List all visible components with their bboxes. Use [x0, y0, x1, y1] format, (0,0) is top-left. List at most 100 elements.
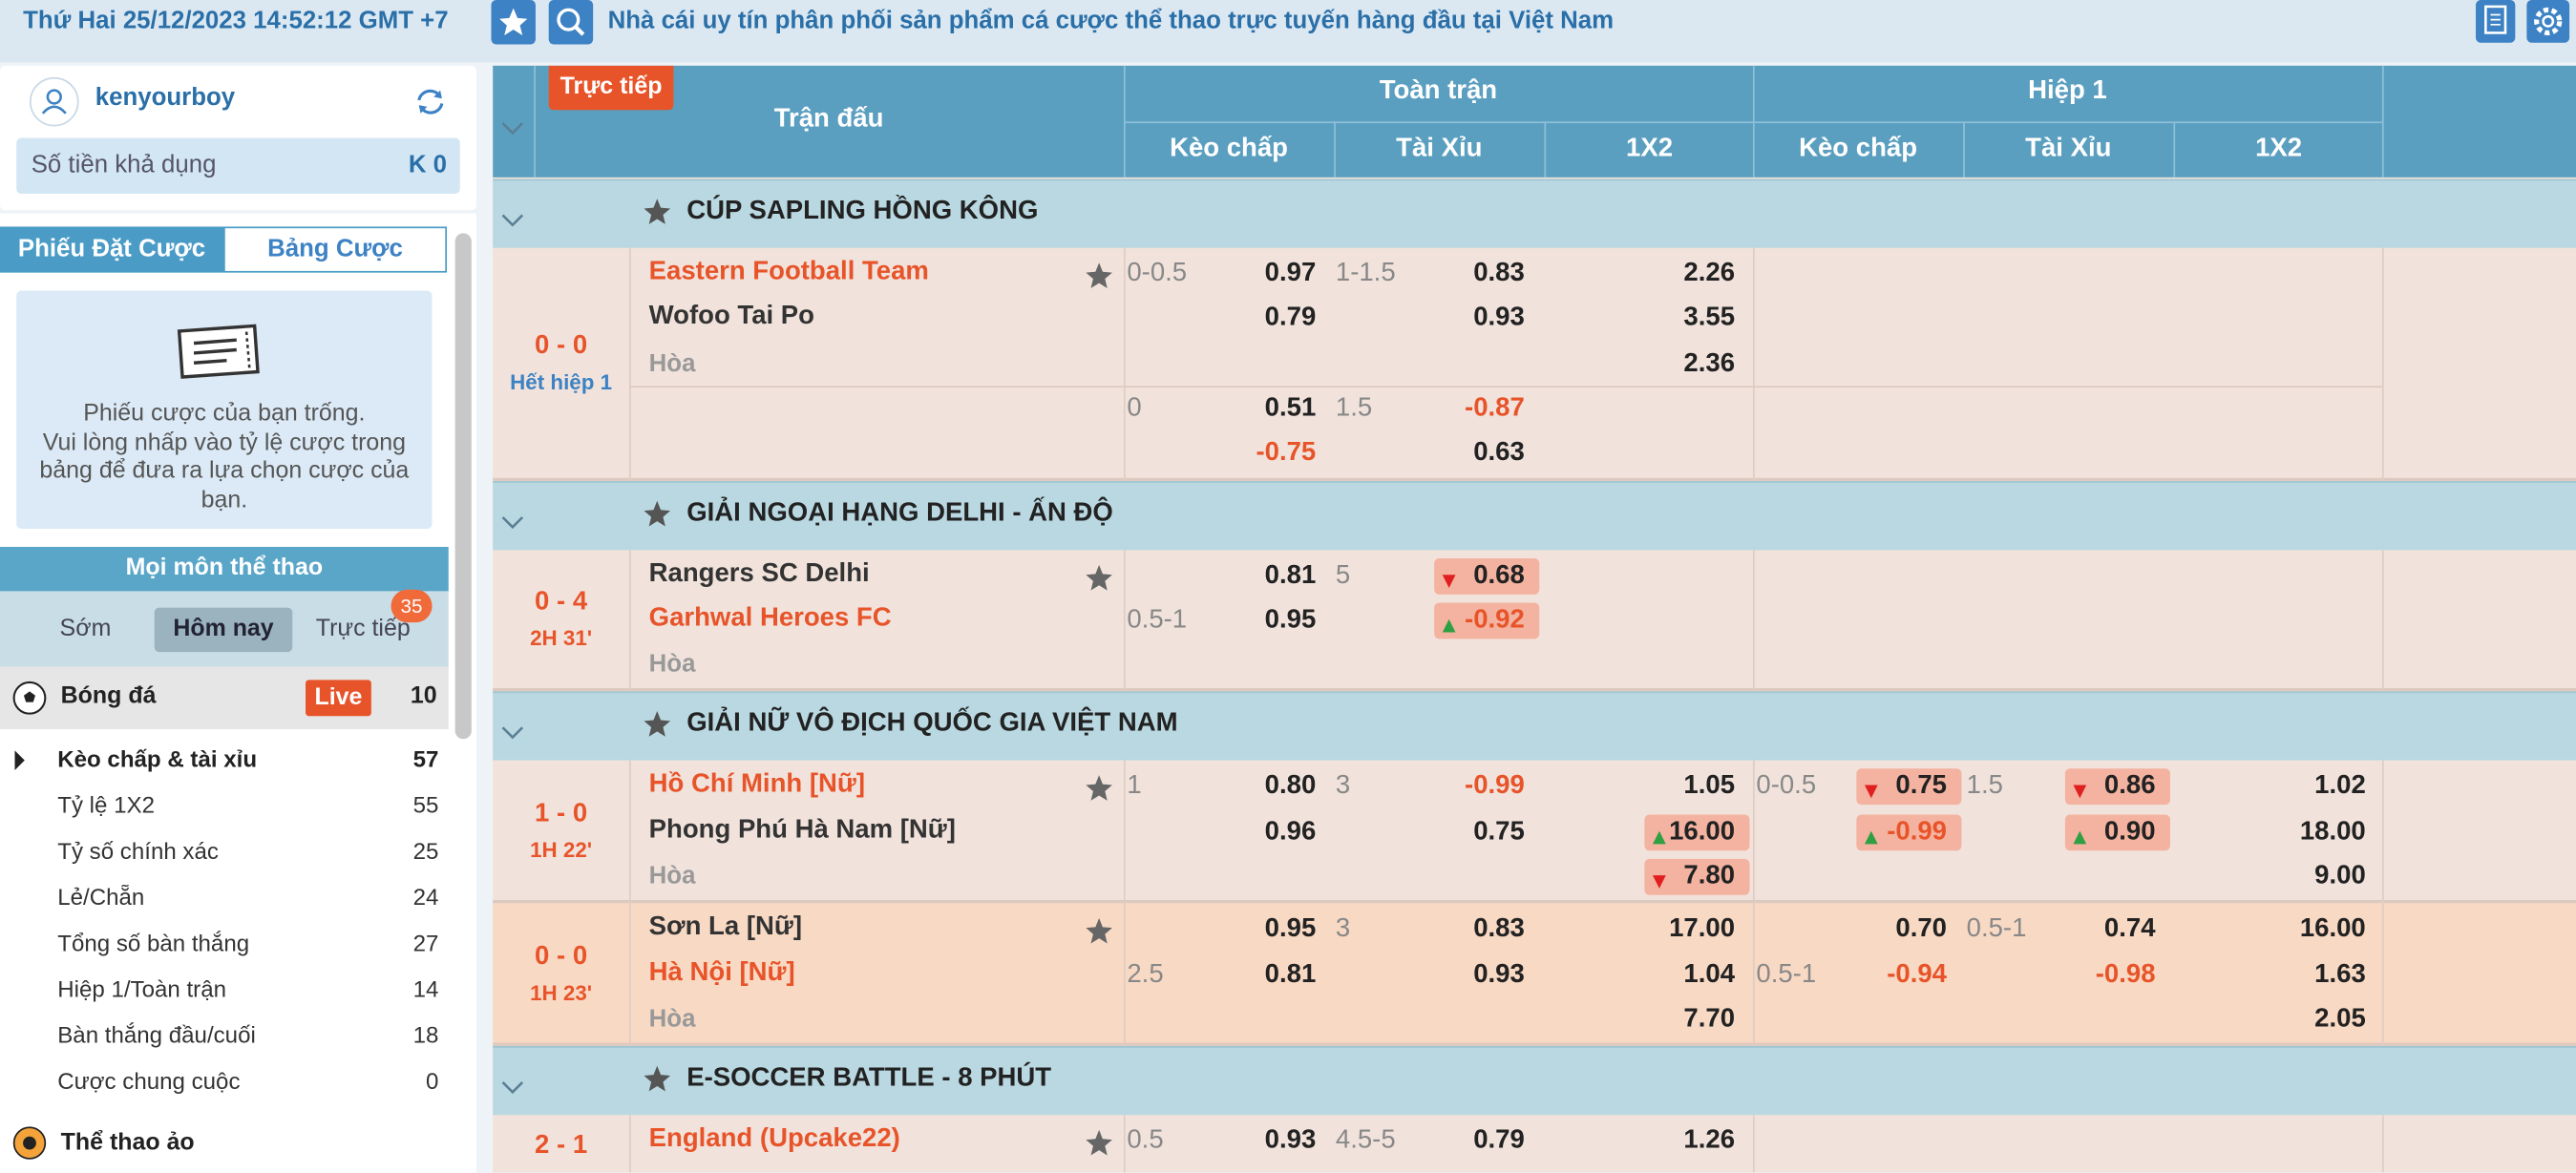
odds-value[interactable]: -0.98 [2095, 959, 2156, 989]
league-header[interactable] [493, 480, 2576, 550]
sport-name[interactable]: Thể thao ảo [60, 1129, 195, 1157]
odds-value[interactable]: 0.79 [1264, 304, 1317, 333]
odds-value[interactable]: 7.80 [1683, 862, 1736, 890]
odds-value[interactable]: 0.95 [1264, 605, 1317, 634]
odds-value[interactable]: 0.83 [1473, 914, 1525, 944]
odds-highlight[interactable] [1644, 813, 1750, 850]
odds-value[interactable]: -0.94 [1887, 959, 1947, 989]
market-name[interactable]: Kèo chấp & tài xỉu [57, 745, 258, 772]
report-button[interactable] [2476, 0, 2516, 43]
odds-value[interactable]: -0.75 [1256, 438, 1317, 467]
sport-row[interactable] [0, 666, 449, 729]
odds-highlight[interactable] [1434, 602, 1540, 639]
odds-value[interactable]: 0.93 [1264, 1126, 1317, 1155]
odds-value[interactable]: 2.36 [1683, 348, 1736, 378]
odds-value[interactable]: 0.97 [1264, 259, 1317, 288]
settings-button[interactable] [2526, 0, 2570, 43]
favorite-star [1085, 774, 1114, 804]
odds-value[interactable]: 0.93 [1473, 959, 1525, 989]
market-name[interactable]: Cược chung cuộc [57, 1067, 241, 1094]
league-name[interactable]: GIẢI NGOẠI HẠNG DELHI - ẤN ĐỘ [686, 498, 1113, 527]
team-name[interactable]: Wofoo Tai Po [648, 303, 814, 331]
league-header[interactable] [493, 178, 2576, 248]
team-name[interactable]: Hà Nội [Nữ] [648, 958, 795, 987]
odds-value[interactable]: 0.86 [2103, 772, 2156, 801]
match-time: 1H 22' [530, 837, 593, 863]
odds-value[interactable]: 0.95 [1264, 914, 1317, 944]
sport-filter[interactable]: Hôm nay [154, 607, 293, 653]
odds-value[interactable]: 18.00 [2299, 817, 2366, 846]
odds-value[interactable]: 0.83 [1473, 259, 1525, 288]
team-name[interactable]: Hồ Chí Minh [Nữ] [648, 770, 866, 799]
league-name[interactable]: E-SOCCER BATTLE - 8 PHÚT [686, 1064, 1052, 1093]
odds-value[interactable]: 1.04 [1683, 959, 1736, 989]
odds-value[interactable]: 0.74 [2103, 914, 2156, 944]
odds-value[interactable]: 0.51 [1264, 393, 1317, 423]
handicap-line: 0.5 [1127, 1126, 1164, 1155]
market-count: 57 [412, 745, 439, 772]
odds-value[interactable]: 0.79 [1473, 1126, 1525, 1155]
draw-label: Hòa [648, 650, 696, 679]
market-name[interactable]: Lẻ/Chẵn [57, 883, 145, 911]
bet-list-tab[interactable]: Bảng Cược [223, 226, 448, 273]
odds-value[interactable]: 0.81 [1264, 560, 1317, 589]
league-name[interactable]: GIẢI NỮ VÔ ĐỊCH QUỐC GIA VIỆT NAM [686, 709, 1178, 739]
odds-value[interactable]: 0.81 [1264, 959, 1317, 989]
datetime: Thứ Hai 25/12/2023 14:52:12 GMT +7 [23, 6, 449, 35]
odds-value[interactable]: 0.75 [1473, 817, 1525, 846]
market-count: 25 [412, 837, 439, 865]
odds-value[interactable]: 0.70 [1895, 914, 1947, 944]
odds-value[interactable]: 1.63 [2314, 959, 2366, 989]
odds-value[interactable]: 1.05 [1683, 772, 1736, 801]
odds-value[interactable]: -0.87 [1465, 393, 1525, 423]
league-header[interactable] [493, 692, 2576, 762]
odds-value[interactable]: 0.63 [1473, 438, 1525, 467]
odds-value[interactable]: 16.00 [2299, 914, 2366, 944]
odds-highlight[interactable] [2064, 813, 2170, 850]
team-name[interactable]: Phong Phú Hà Nam [Nữ] [648, 815, 956, 844]
market-name[interactable]: Tỷ lệ 1X2 [57, 791, 155, 818]
favorite-star [1085, 562, 1114, 592]
odds-value[interactable]: -0.92 [1465, 605, 1525, 634]
empty-slip-text: Vui lòng nhấp vào tỷ lệ cược trong [42, 429, 407, 456]
market-name[interactable]: Bàn thắng đầu/cuối [57, 1021, 256, 1048]
odds-value[interactable]: 0.68 [1473, 560, 1525, 589]
search-button[interactable] [548, 0, 594, 45]
odds-value[interactable]: -0.99 [1465, 772, 1525, 801]
odds-value[interactable]: 7.70 [1683, 1004, 1736, 1034]
market-name[interactable]: Hiệp 1/Toàn trận [57, 975, 226, 1002]
odds-value[interactable]: 3.55 [1683, 304, 1736, 333]
odds-value[interactable]: -0.99 [1887, 817, 1947, 846]
odds-value[interactable]: 2.05 [2314, 1004, 2366, 1034]
team-name[interactable]: Eastern Football Team [648, 258, 929, 286]
team-name[interactable]: Sơn La [Nữ] [648, 913, 803, 942]
balance: K 0 [408, 151, 448, 179]
odds-value[interactable]: 9.00 [2314, 862, 2366, 890]
odds-value[interactable]: 0.96 [1264, 817, 1317, 846]
team-name[interactable]: Rangers SC Delhi [648, 558, 870, 588]
odds-value[interactable]: 0.93 [1473, 304, 1525, 333]
odds-value[interactable]: 0.80 [1264, 772, 1317, 801]
odds-value[interactable]: 16.00 [1669, 817, 1736, 846]
market-name[interactable]: Tổng số bàn thắng [57, 929, 250, 956]
team-name[interactable]: Garhwal Heroes FC [648, 603, 892, 633]
sport-filter[interactable]: Sớm [59, 616, 112, 642]
bet-slip-tab[interactable]: Phiếu Đặt Cược [0, 226, 224, 273]
odds-value[interactable]: 17.00 [1669, 914, 1736, 944]
market-name[interactable]: Tỷ số chính xác [57, 837, 219, 865]
league-header[interactable] [493, 1046, 2576, 1116]
favorites-button[interactable] [491, 0, 536, 45]
match-block [493, 761, 2576, 904]
odds-value[interactable]: 1.26 [1683, 1126, 1736, 1155]
odds-value[interactable]: 0.75 [1895, 772, 1947, 801]
league-name[interactable]: CÚP SAPLING HỒNG KÔNG [686, 197, 1039, 225]
scrollbar[interactable] [454, 233, 472, 740]
refresh-button[interactable] [411, 82, 450, 121]
team-name[interactable]: Germany (Iowheels) [649, 1170, 899, 1173]
odds-highlight[interactable] [1856, 813, 1962, 850]
odds-value[interactable]: 2.26 [1683, 259, 1736, 288]
team-name[interactable]: England (Upcake22) [648, 1124, 900, 1154]
sport-filter[interactable]: Trực tiếp [315, 616, 411, 642]
odds-value[interactable]: 0.90 [2103, 817, 2156, 846]
odds-value[interactable]: 1.02 [2314, 772, 2366, 801]
